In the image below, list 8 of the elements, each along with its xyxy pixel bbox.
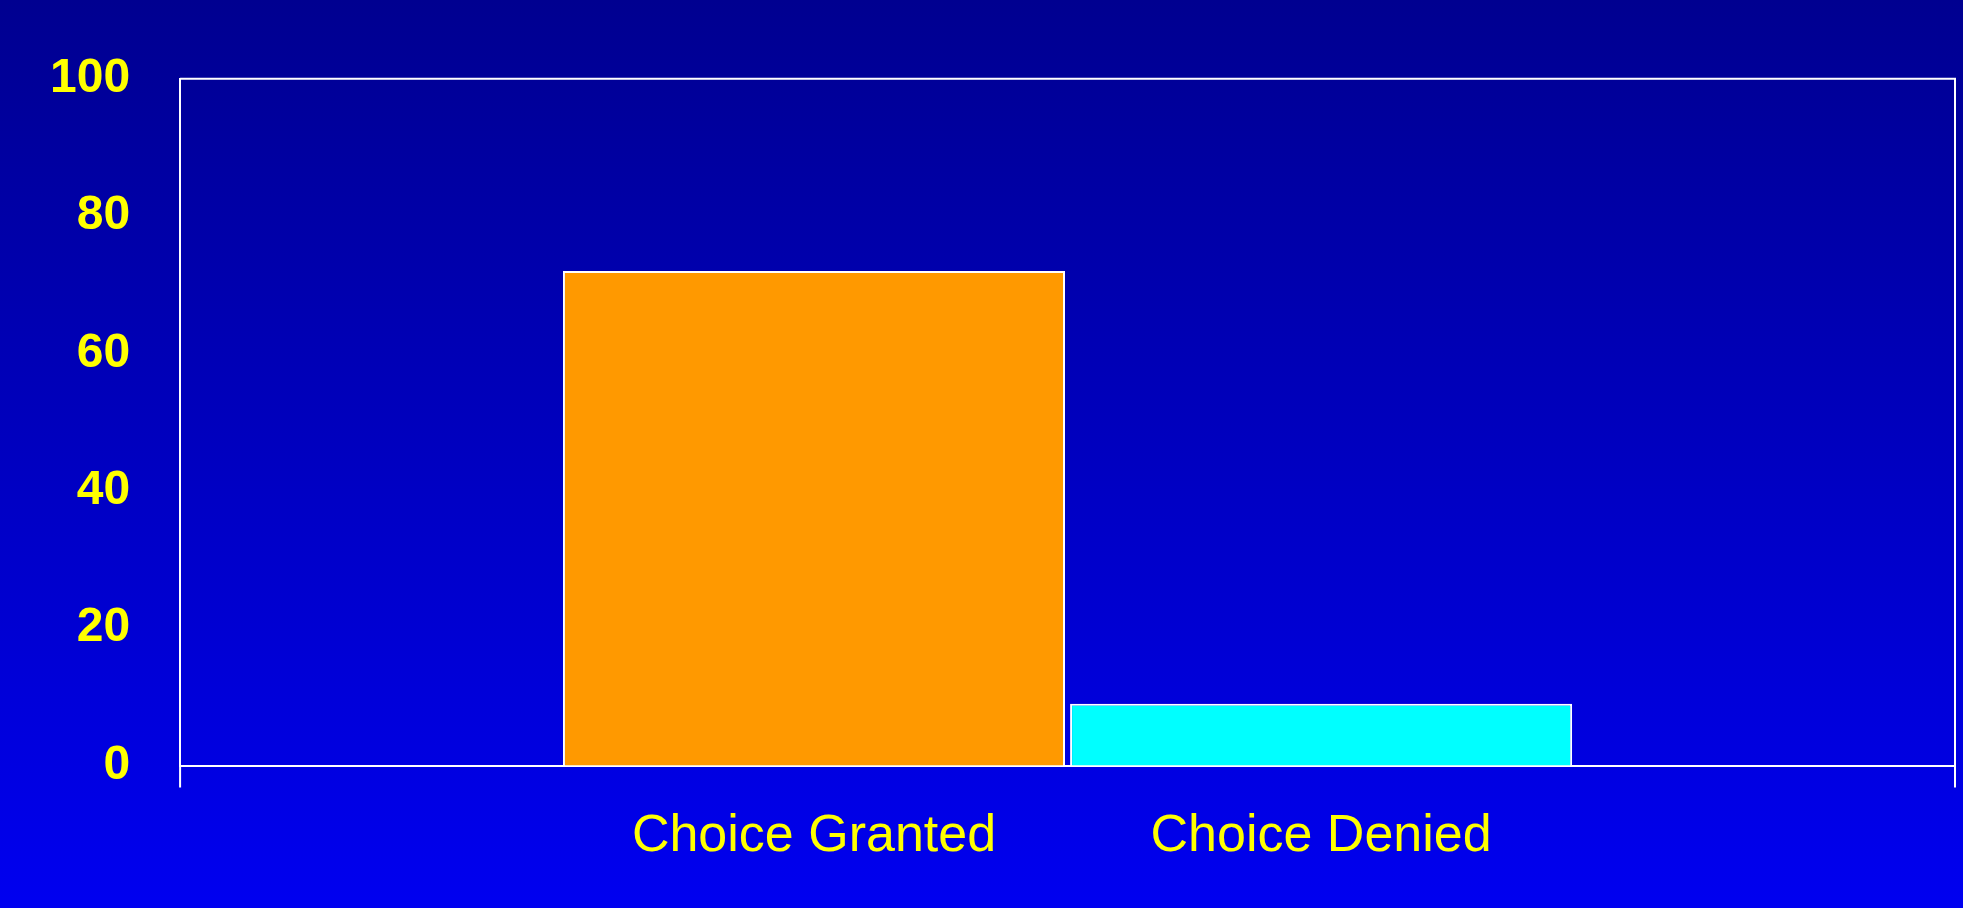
y-tick-label: 100 [49, 49, 131, 103]
y-tick-label: 60 [76, 323, 131, 377]
x-tick-label: Choice Granted [631, 804, 997, 863]
y-tick-label: 0 [103, 735, 131, 789]
y-tick-label: 80 [76, 186, 131, 240]
x-tick-label: Choice Denied [1150, 804, 1492, 863]
y-tick-label: 40 [76, 461, 131, 515]
y-tick-label: 20 [76, 598, 131, 652]
